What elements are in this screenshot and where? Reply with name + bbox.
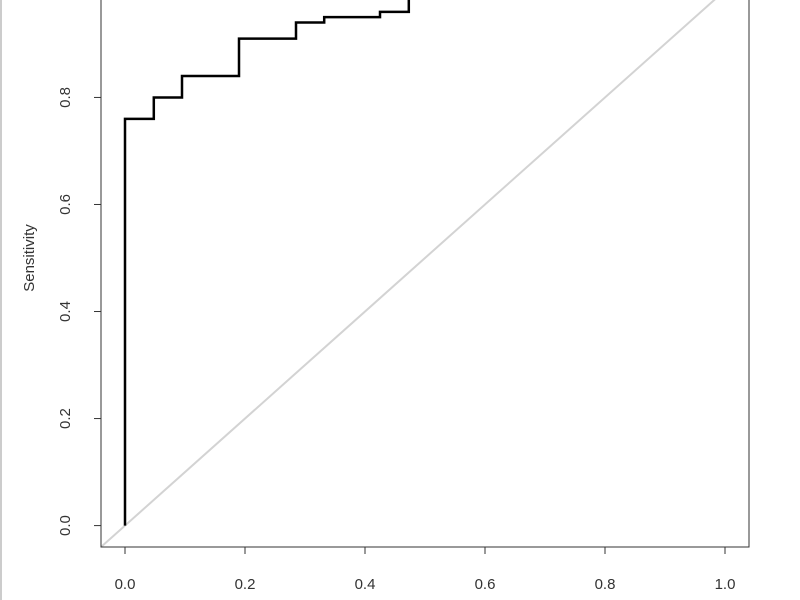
y-tick-label: 0.0: [57, 515, 74, 536]
y-tick-label: 0.4: [57, 301, 74, 322]
x-tick-label: 0.0: [115, 576, 136, 593]
reference-line: [100, 0, 716, 548]
roc-curve: [123, 0, 411, 526]
x-tick-label: 0.6: [475, 576, 496, 593]
y-tick-label: 1.0: [57, 0, 74, 1]
x-tick-label: 1.0: [715, 576, 736, 593]
y-tick-label: 0.6: [57, 194, 74, 215]
y-tick-label: 0.2: [57, 408, 74, 429]
x-tick-label: 0.4: [355, 576, 376, 593]
plot-frame: [100, 0, 750, 548]
y-tick-label: 0.8: [57, 87, 74, 108]
x-tick-label: 0.8: [595, 576, 616, 593]
x-tick-label: 0.2: [235, 576, 256, 593]
y-axis-label: Sensitivity: [21, 224, 38, 292]
